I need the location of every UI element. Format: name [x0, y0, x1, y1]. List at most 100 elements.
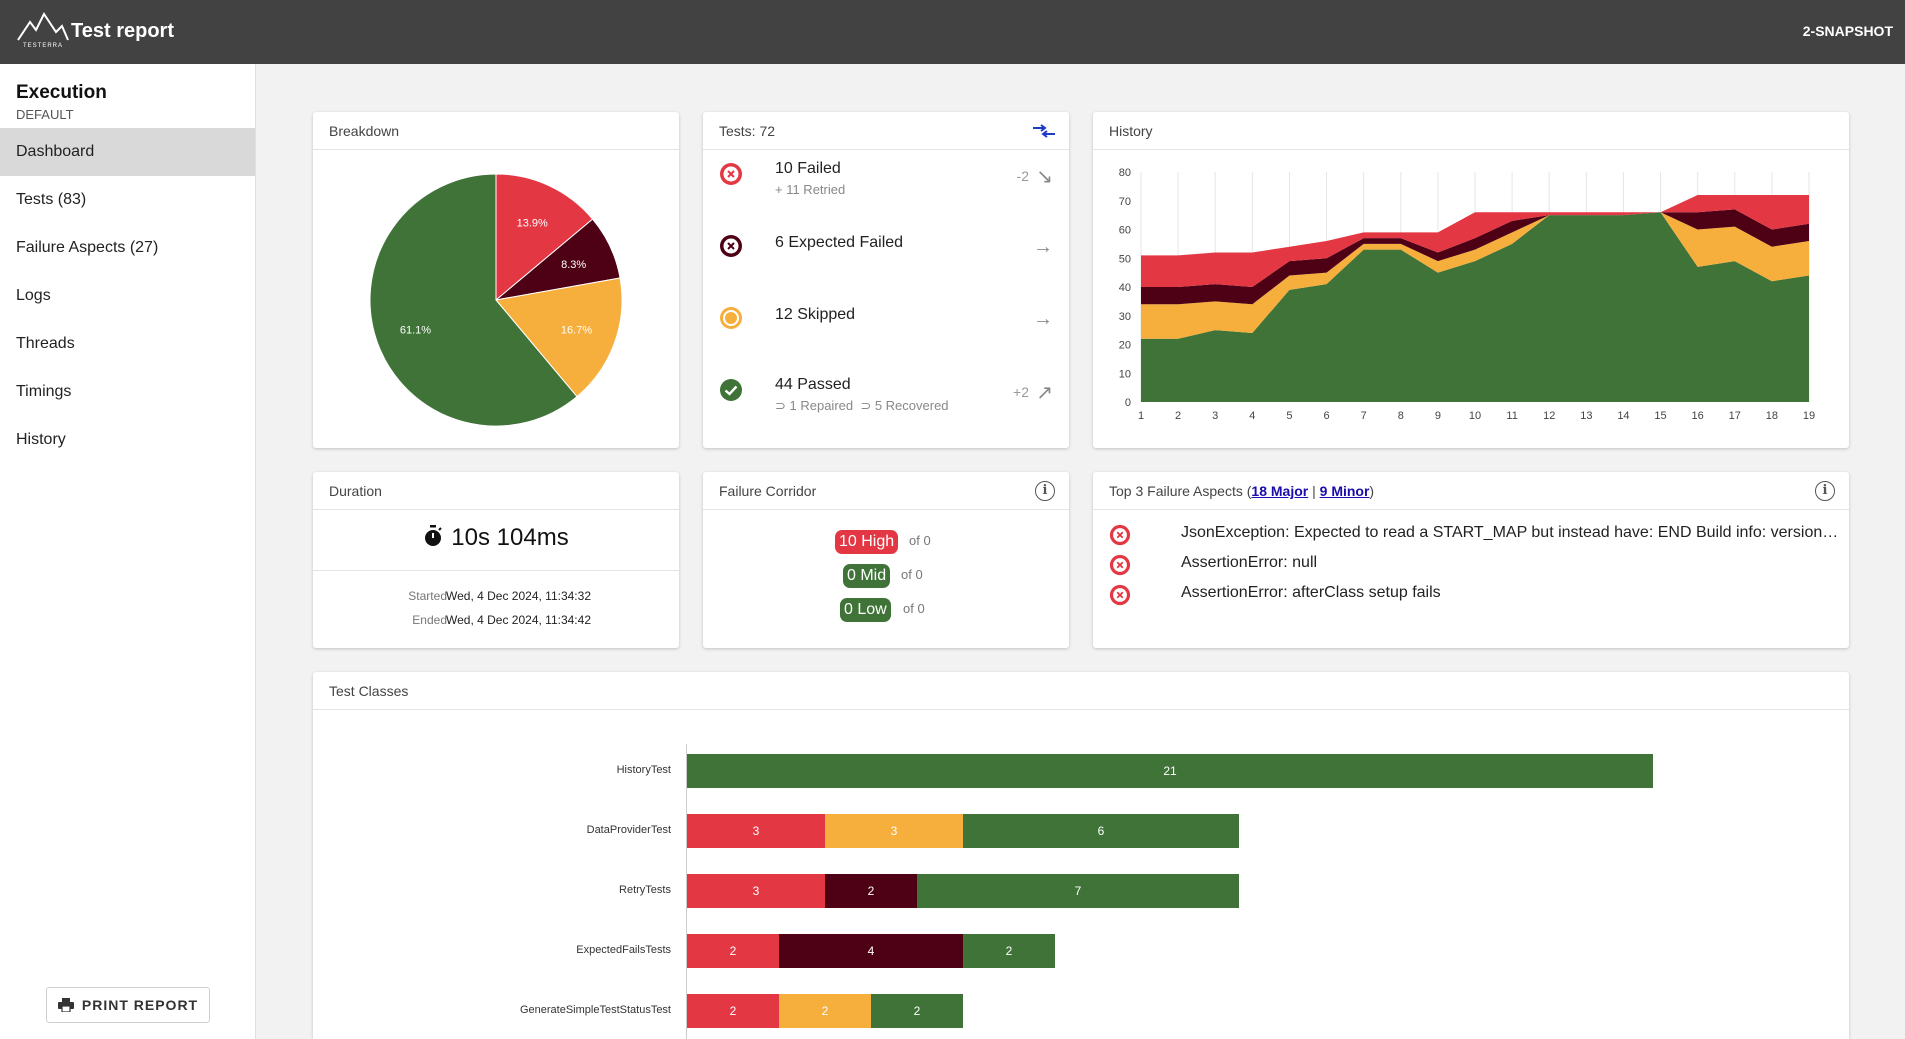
test-classes-title: Test Classes — [313, 672, 1849, 710]
corridor-mid-badge[interactable]: 0 Mid — [843, 564, 891, 588]
tests-skipped-label: 12 Skipped — [775, 306, 856, 323]
sidebar-item-tests[interactable]: Tests (83) — [16, 191, 87, 208]
tests-passed-delta: +2 — [1013, 384, 1029, 400]
history-series-area[interactable] — [1141, 209, 1809, 305]
pie-slice-label: 8.3% — [561, 259, 586, 271]
bar-segment[interactable]: 3 — [687, 874, 825, 908]
x-tick-label: 18 — [1766, 410, 1778, 422]
x-tick-label: 11 — [1506, 410, 1517, 422]
duration-ended-label: Ended — [412, 613, 447, 627]
bar-segment[interactable]: 3 — [825, 814, 963, 848]
tests-row-failed[interactable]: 10 Failed + 11 Retried -2 ↘ — [703, 158, 1069, 230]
y-tick-label: 20 — [1119, 340, 1131, 352]
breakdown-pie-chart: 13.9% 8.3% 16.7% 61.1% — [369, 173, 623, 427]
info-icon[interactable]: i — [1035, 481, 1055, 501]
testerra-logo-icon: TESTERRA — [17, 12, 69, 48]
failed-icon — [1109, 554, 1131, 576]
bar-segment[interactable]: 6 — [963, 814, 1239, 848]
bar-category-label: DataProviderTest — [586, 824, 671, 836]
major-link[interactable]: 18 Major — [1251, 483, 1309, 499]
bar-segment[interactable]: 2 — [687, 934, 779, 968]
sidebar-item-failure-aspects[interactable]: Failure Aspects (27) — [16, 239, 159, 256]
failure-aspect-item[interactable]: JsonException: Expected to read a START_… — [1109, 520, 1847, 550]
sidebar-item-threads[interactable]: Threads — [16, 335, 75, 352]
bar-category-label: HistoryTest — [616, 764, 671, 776]
x-tick-label: 12 — [1543, 410, 1555, 422]
pie-slice[interactable] — [495, 173, 594, 302]
y-tick-label: 0 — [1125, 397, 1131, 409]
duration-started-value: Wed, 4 Dec 2024, 11:34:32 — [446, 589, 591, 603]
tests-title-label: Tests: 72 — [719, 123, 776, 139]
corridor-mid-of: of 0 — [901, 567, 923, 582]
bar-segment[interactable]: 3 — [687, 814, 825, 848]
bar-value-label: 21 — [1163, 764, 1177, 778]
bar-value-label: 2 — [729, 1004, 737, 1018]
failure-aspect-text: AssertionError: null — [1181, 554, 1318, 571]
bar-segment[interactable]: 7 — [917, 874, 1239, 908]
bar-value-label: 4 — [867, 944, 875, 958]
tests-row-expected-failed[interactable]: 6 Expected Failed → — [703, 230, 1069, 302]
corridor-low-badge[interactable]: 0 Low — [840, 598, 891, 622]
bar-category-label: RetryTests — [619, 884, 671, 896]
minor-link[interactable]: 9 Minor — [1319, 483, 1370, 499]
y-axis-line — [686, 744, 687, 1039]
print-report-button[interactable]: PRINT REPORT — [46, 987, 210, 1023]
duration-started-label: Started — [408, 589, 447, 603]
version-label: 2-SNAPSHOT — [1802, 23, 1893, 39]
x-tick-label: 1 — [1138, 410, 1144, 422]
tests-passed-sub: ⊃ 1 Repaired ⊃ 5 Recovered — [775, 398, 949, 413]
failed-icon — [1109, 524, 1131, 546]
info-icon[interactable]: i — [1815, 481, 1835, 501]
tests-row-passed[interactable]: 44 Passed ⊃ 1 Repaired ⊃ 5 Recovered +2 … — [703, 374, 1069, 446]
x-tick-label: 2 — [1175, 410, 1181, 422]
corridor-high-badge[interactable]: 10 High — [835, 530, 899, 554]
bar-segment[interactable]: 2 — [825, 874, 917, 908]
bar-segment[interactable]: 2 — [963, 934, 1055, 968]
failure-aspects-card: Top 3 Failure Aspects (18 Major | 9 Mino… — [1093, 472, 1849, 648]
bar-segment[interactable]: 2 — [779, 994, 871, 1028]
failed-icon — [1109, 584, 1131, 606]
corridor-row-high: 10 High of 0 — [703, 530, 1069, 560]
x-tick-label: 8 — [1398, 410, 1404, 422]
failure-aspect-text: AssertionError: afterClass setup fails — [1181, 584, 1441, 601]
compare-arrows-icon[interactable] — [1033, 124, 1055, 138]
print-report-label: PRINT REPORT — [81, 997, 199, 1013]
y-tick-label: 70 — [1119, 196, 1131, 208]
bar-value-label: 2 — [729, 944, 737, 958]
bar-value-label: 2 — [867, 884, 875, 898]
sidebar-item-history[interactable]: History — [16, 431, 66, 448]
pie-slice[interactable] — [495, 277, 623, 398]
sidebar-nav: Dashboard Tests (83) Failure Aspects (27… — [0, 128, 255, 464]
failure-aspects-title: Top 3 Failure Aspects (18 Major | 9 Mino… — [1093, 472, 1849, 510]
history-series-area[interactable] — [1141, 212, 1809, 402]
failure-aspect-item[interactable]: AssertionError: null — [1109, 550, 1847, 580]
tests-card: Tests: 72 10 Failed + 11 Retried -2 ↘ 6 … — [703, 112, 1069, 448]
y-tick-label: 80 — [1119, 167, 1131, 179]
expected-failed-icon — [720, 235, 742, 257]
bar-value-label: 6 — [1097, 824, 1105, 838]
failure-corridor-title-label: Failure Corridor — [719, 483, 817, 499]
corridor-low-of: of 0 — [903, 601, 925, 616]
x-tick-label: 4 — [1249, 410, 1255, 422]
divider — [313, 570, 679, 571]
y-tick-label: 60 — [1119, 225, 1131, 237]
history-series-area[interactable] — [1141, 212, 1809, 339]
tests-failed-delta: -2 — [1016, 168, 1029, 184]
sidebar-item-timings[interactable]: Timings — [16, 383, 72, 400]
history-series-area[interactable] — [1141, 195, 1809, 287]
failure-aspect-item[interactable]: AssertionError: afterClass setup fails — [1109, 580, 1847, 610]
bar-segment[interactable]: 2 — [687, 994, 779, 1028]
sidebar-item-dashboard[interactable]: Dashboard — [0, 128, 255, 176]
sidebar-item-logs[interactable]: Logs — [16, 287, 51, 304]
bar-segment[interactable]: 2 — [871, 994, 963, 1028]
bar-segment[interactable]: 21 — [687, 754, 1653, 788]
bar-segment[interactable]: 4 — [779, 934, 963, 968]
duration-total: 10s 104ms — [313, 524, 679, 552]
pie-slice-label: 13.9% — [517, 217, 548, 229]
x-tick-label: 19 — [1803, 410, 1815, 422]
top-bar: TESTERRA Test report 2-SNAPSHOT — [0, 0, 1905, 64]
corridor-row-low: 0 Low of 0 — [703, 598, 1069, 628]
pie-slice[interactable] — [369, 173, 578, 427]
tests-row-skipped[interactable]: 12 Skipped → — [703, 302, 1069, 374]
svg-text:TESTERRA: TESTERRA — [23, 43, 63, 48]
